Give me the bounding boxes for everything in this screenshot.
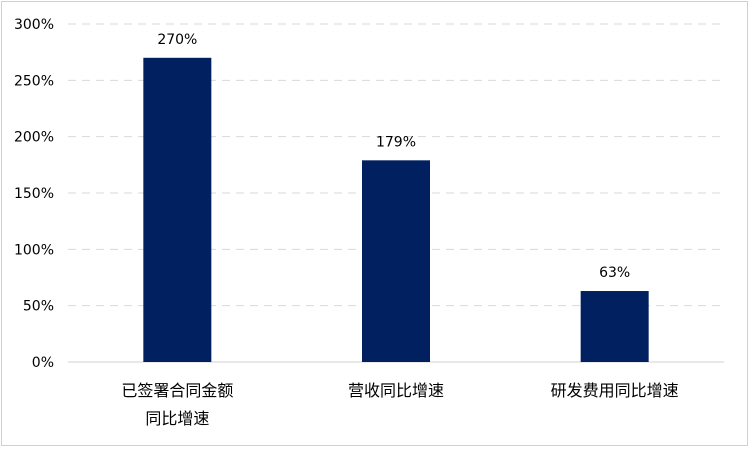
y-tick-label: 100% xyxy=(14,242,54,258)
y-axis-ticks: 0% 50% 100% 150% 200% 250% 300% xyxy=(14,17,54,371)
y-tick-label: 200% xyxy=(14,130,54,146)
x-tick-label: 研发费用同比增速 xyxy=(551,381,679,400)
x-tick-label: 同比增速 xyxy=(145,409,209,428)
bar xyxy=(580,291,649,362)
y-tick-label: 0% xyxy=(32,355,54,371)
bar xyxy=(143,57,212,363)
data-labels: 270% 179% 63% xyxy=(157,32,630,281)
y-tick-label: 50% xyxy=(23,299,54,315)
y-tick-label: 250% xyxy=(14,73,54,89)
x-tick-label: 营收同比增速 xyxy=(348,381,444,400)
y-tick-label: 150% xyxy=(14,186,54,202)
bar xyxy=(362,160,430,362)
data-label: 270% xyxy=(157,32,197,48)
data-label: 63% xyxy=(599,265,630,281)
y-tick-label: 300% xyxy=(14,17,54,33)
data-label: 179% xyxy=(376,134,416,150)
bars xyxy=(143,57,649,363)
x-tick-label: 已签署合同金额 xyxy=(121,381,233,400)
